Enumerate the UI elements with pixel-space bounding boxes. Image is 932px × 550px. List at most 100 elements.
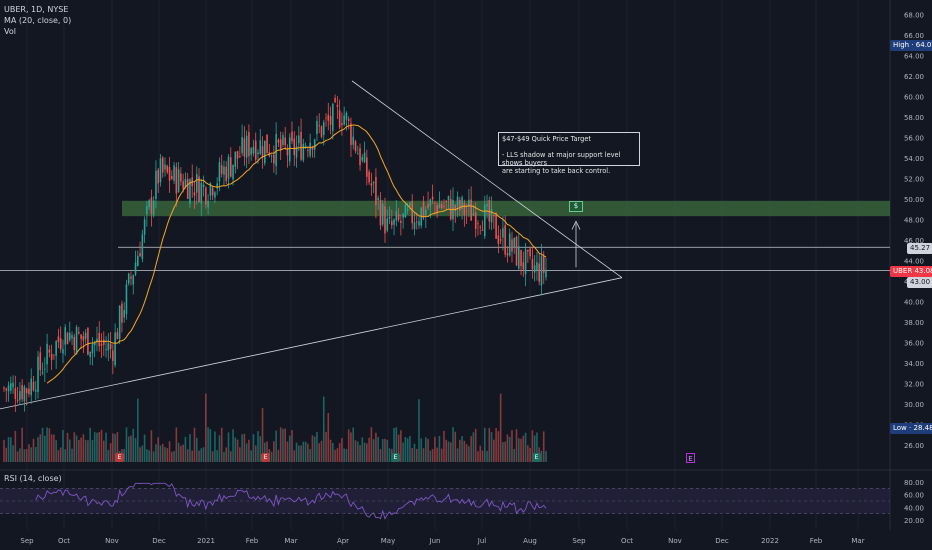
candle-body xyxy=(377,197,379,200)
volume-bar xyxy=(73,432,76,462)
candle-body xyxy=(327,114,330,121)
candle-body xyxy=(243,138,246,157)
volume-bar xyxy=(250,450,252,462)
candle-body xyxy=(211,187,214,196)
candle-body xyxy=(118,305,121,339)
annotation-box[interactable]: $47-$49 Quick Price Target - LLS shadow … xyxy=(498,132,640,175)
candle-body xyxy=(474,212,477,229)
time-tick-label: May xyxy=(381,537,395,545)
candle-body xyxy=(363,152,366,163)
price-tick-label: 40.00 xyxy=(904,298,924,306)
volume-bar xyxy=(481,450,484,462)
low-label: Low xyxy=(893,424,907,432)
candle-body xyxy=(264,140,266,164)
candle-body xyxy=(291,131,293,142)
candle-body xyxy=(91,344,94,354)
price-tick-label: 68.00 xyxy=(904,11,924,19)
target-dollar-icon[interactable]: $ xyxy=(569,201,583,212)
volume-bar xyxy=(286,441,289,462)
volume-bar xyxy=(32,438,35,462)
volume-bar xyxy=(184,436,187,462)
candle-body xyxy=(375,176,377,206)
candle-body xyxy=(159,158,162,183)
volume-bar xyxy=(127,436,130,462)
volume-bar xyxy=(520,438,522,462)
time-tick-label: 2021 xyxy=(197,537,215,545)
volume-bar xyxy=(143,434,146,462)
candle-body xyxy=(425,209,427,215)
volume-bar xyxy=(71,448,73,462)
candle-body xyxy=(232,164,234,180)
price-tick-label: 54.00 xyxy=(904,155,924,163)
volume-bar xyxy=(513,448,516,462)
volume-bar xyxy=(266,441,268,462)
time-tick-label: Jul xyxy=(477,537,487,545)
volume-bar xyxy=(307,443,309,462)
volume-bar xyxy=(542,431,545,462)
earnings-icon-aug[interactable]: E xyxy=(532,453,541,462)
candle-body xyxy=(53,354,55,356)
price-tick-label: 58.00 xyxy=(904,114,924,122)
volume-bar xyxy=(341,438,343,462)
volume-bar xyxy=(46,427,48,462)
price-symbol: UBER xyxy=(893,267,913,275)
volume-bar xyxy=(497,431,500,462)
volume-bar xyxy=(332,442,334,462)
volume-bar xyxy=(248,439,250,462)
candle-body xyxy=(216,183,218,189)
volume-bar xyxy=(116,432,119,462)
volume-bar xyxy=(411,448,413,462)
volume-bar xyxy=(264,442,266,462)
volume-bar xyxy=(195,437,198,462)
candle-body xyxy=(406,209,409,211)
volume-bar xyxy=(393,427,395,462)
candle-body xyxy=(436,205,438,214)
volume-bar xyxy=(180,445,182,462)
support-trend-line xyxy=(0,277,623,410)
candle-body xyxy=(477,223,479,225)
volume-bar xyxy=(395,427,398,462)
volume-bar xyxy=(78,440,80,462)
candle-body xyxy=(536,262,538,271)
volume-bar xyxy=(279,427,282,462)
earnings-icon-upcoming[interactable]: E xyxy=(686,453,695,463)
volume-bar xyxy=(137,398,139,462)
candle-body xyxy=(182,181,184,190)
candle-body xyxy=(479,226,482,228)
candle-body xyxy=(506,253,509,256)
candle-body xyxy=(223,166,225,175)
earnings-icon-feb[interactable]: E xyxy=(261,453,270,462)
volume-bar xyxy=(327,412,330,462)
candle-body xyxy=(229,157,232,177)
candle-body xyxy=(75,327,78,355)
volume-bar xyxy=(89,427,91,462)
candle-body xyxy=(193,192,196,196)
volume-bar xyxy=(488,428,491,462)
candle-body xyxy=(207,200,209,208)
volume-bar xyxy=(470,436,472,462)
volume-bars xyxy=(3,393,547,462)
candle-body xyxy=(105,349,107,351)
earnings-icon-nov[interactable]: E xyxy=(115,453,124,462)
volume-bar xyxy=(447,441,450,462)
volume-bar xyxy=(406,438,409,462)
volume-bar xyxy=(449,442,452,462)
candle-body xyxy=(300,131,302,160)
volume-bar xyxy=(320,440,323,462)
candle-body xyxy=(463,203,466,216)
candle-body xyxy=(409,202,411,207)
earnings-icon-may[interactable]: E xyxy=(391,453,400,462)
candle-body xyxy=(44,368,46,370)
low-value: 28.48 xyxy=(913,424,932,432)
candle-body xyxy=(334,97,336,103)
candle-body xyxy=(102,339,105,345)
volume-bar xyxy=(91,440,94,462)
volume-bar xyxy=(545,450,547,462)
candle-body xyxy=(116,332,119,340)
volume-bar xyxy=(245,443,248,462)
candle-body xyxy=(329,116,332,125)
candle-body xyxy=(121,303,123,323)
target-arrow-head xyxy=(571,220,581,230)
volume-bar xyxy=(459,439,461,462)
